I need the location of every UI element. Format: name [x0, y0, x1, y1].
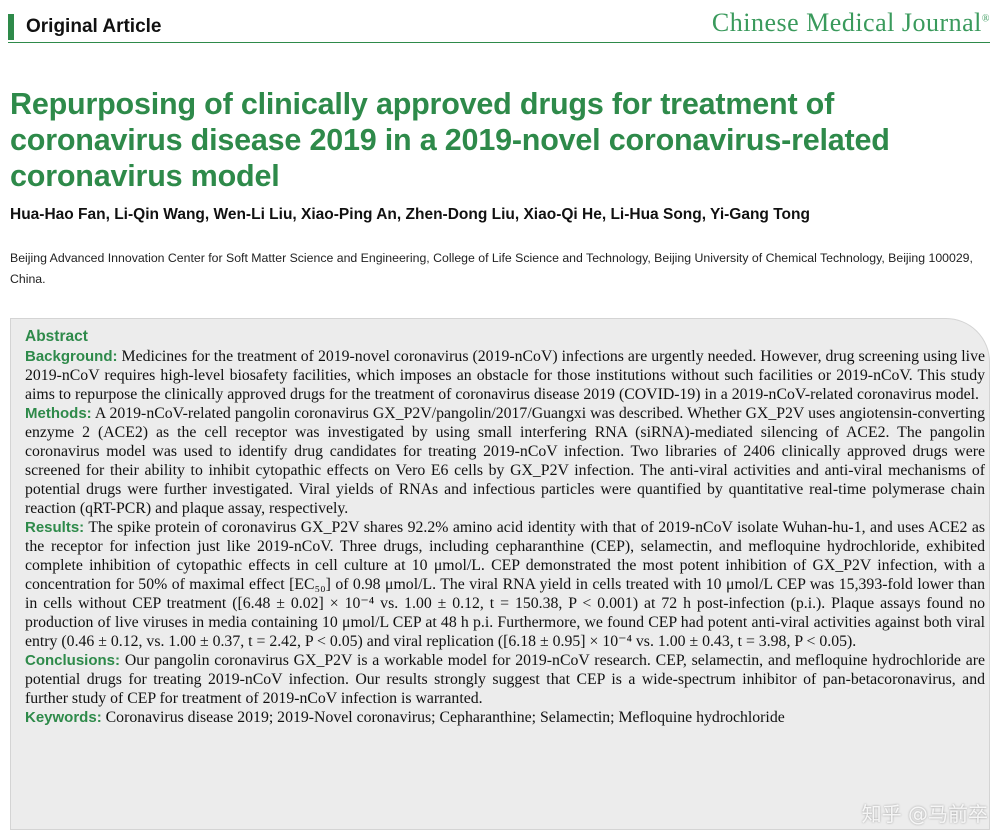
section-label: Original Article — [8, 14, 162, 40]
results-text: The spike protein of coronavirus GX_P2V … — [25, 519, 985, 650]
abstract-box: Abstract Background: Medicines for the t… — [10, 318, 990, 830]
conclusions-label: Conclusions: — [25, 652, 121, 669]
abstract-background: Background: Medicines for the treatment … — [25, 347, 985, 404]
background-label: Background: — [25, 348, 118, 365]
watermark: 知乎 @马前卒 — [861, 802, 988, 826]
article-title: Repurposing of clinically approved drugs… — [10, 87, 890, 193]
abstract-methods: Methods: A 2019-nCoV-related pangolin co… — [25, 404, 985, 518]
abstract-heading: Abstract — [25, 328, 88, 345]
keywords-text: Coronavirus disease 2019; 2019-Novel cor… — [101, 709, 785, 726]
header-divider — [8, 42, 990, 43]
journal-logo: Chinese Medical Journal® — [712, 8, 990, 38]
methods-text: A 2019-nCoV-related pangolin coronavirus… — [25, 405, 985, 517]
methods-label: Methods: — [25, 405, 92, 422]
results-label: Results: — [25, 519, 85, 536]
abstract-conclusions: Conclusions: Our pangolin coronavirus GX… — [25, 651, 985, 708]
journal-name: Chinese Medical Journal — [711, 8, 982, 37]
conclusions-text: Our pangolin coronavirus GX_P2V is a wor… — [25, 652, 985, 707]
keywords-label: Keywords: — [25, 709, 102, 726]
abstract-content: Abstract Background: Medicines for the t… — [25, 327, 985, 727]
author-list: Hua-Hao Fan, Li-Qin Wang, Wen-Li Liu, Xi… — [10, 206, 810, 223]
registered-mark: ® — [981, 13, 990, 25]
abstract-results: Results: The spike protein of coronaviru… — [25, 518, 985, 651]
background-text: Medicines for the treatment of 2019-nove… — [25, 348, 985, 403]
journal-header: Original Article Chinese Medical Journal… — [8, 8, 990, 42]
affiliation: Beijing Advanced Innovation Center for S… — [10, 251, 973, 286]
abstract-keywords: Keywords: Coronavirus disease 2019; 2019… — [25, 708, 985, 727]
